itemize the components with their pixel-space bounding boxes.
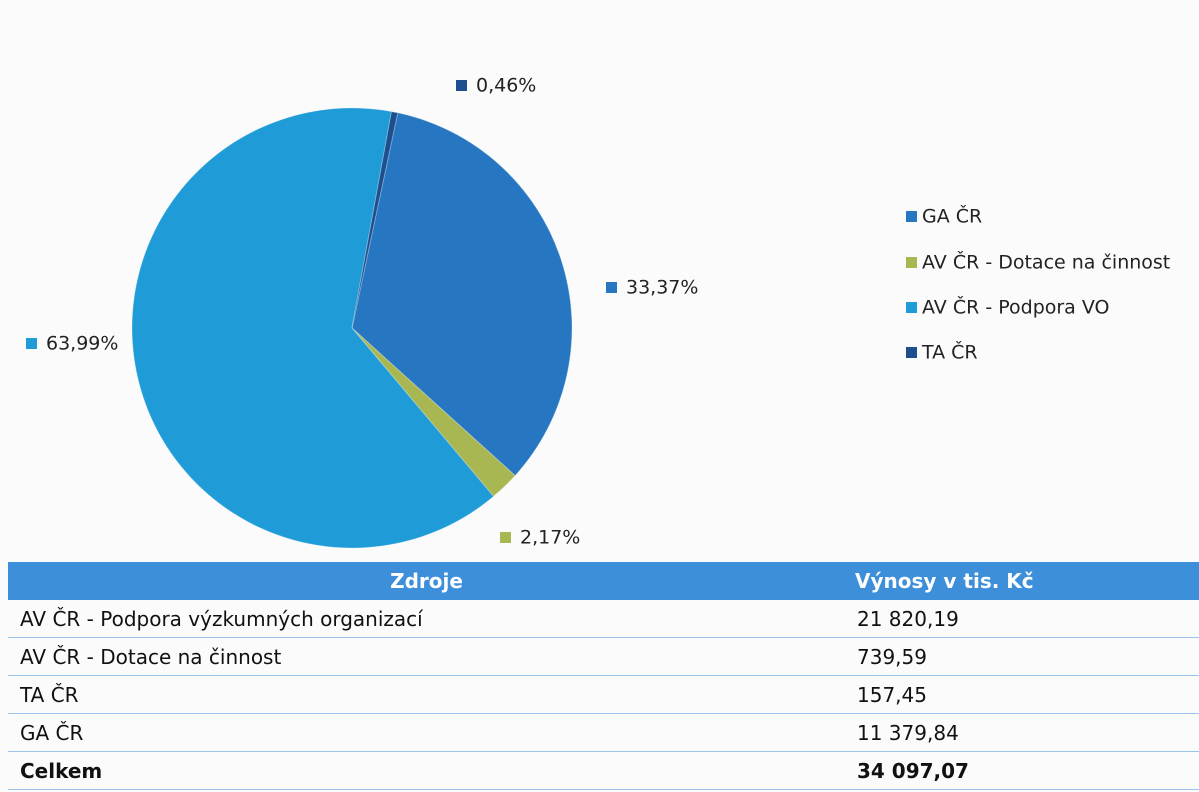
pie-slice (131, 107, 495, 549)
row: AV ČR - Dotace na činnost 739,59 (8, 637, 1199, 676)
pie-slice (351, 110, 399, 329)
cell: AV ČR - Dotace na činnost (8, 637, 845, 676)
row: TA ČR 157,45 (8, 675, 1199, 714)
pie-slice (351, 327, 516, 498)
cell: 157,45 (845, 675, 1199, 714)
total-row: Celkem 34 097,07 (8, 751, 1199, 790)
data-label: 2,17% (520, 527, 580, 549)
legend-swatch (906, 302, 917, 313)
legend-label: AV ČR - Podpora VO (922, 295, 1110, 319)
cell: AV ČR - Podpora výzkumných organizací (8, 600, 845, 638)
legend-label: TA ČR (921, 340, 978, 364)
label-swatch (26, 338, 37, 349)
cell: 739,59 (845, 637, 1199, 676)
label-swatch (456, 80, 467, 91)
row: GA ČR 11 379,84 (8, 713, 1199, 752)
row: AV ČR - Podpora výzkumných organizací 21 … (8, 600, 1199, 638)
data-label: 33,37% (626, 277, 698, 299)
chart: 33,37% GA ČR 2,17% AV ČR - Dotace na činnos… (26, 75, 1170, 549)
label-swatch (500, 532, 511, 543)
header-cell: Výnosy v tis. Kč (845, 562, 1199, 600)
legend-swatch (906, 211, 917, 222)
header-row: Zdroje Výnosy v tis. Kč (8, 562, 1199, 600)
legend-swatch (906, 347, 917, 358)
data-label: 0,46% (476, 75, 536, 97)
cell: GA ČR (8, 713, 845, 752)
cell: Celkem (8, 751, 845, 790)
legend-label: AV ČR - Dotace na činnost (922, 250, 1170, 274)
label-swatch (606, 282, 617, 293)
cell: TA ČR (8, 675, 845, 714)
cell: 11 379,84 (845, 713, 1199, 752)
header-cell: Zdroje (8, 562, 845, 600)
data-label: 63,99% (46, 333, 118, 355)
cell: 21 820,19 (845, 600, 1199, 638)
pie-slice (351, 112, 573, 477)
legend-swatch (906, 257, 917, 268)
cell: 34 097,07 (845, 751, 1199, 790)
legend-label: GA ČR (922, 204, 982, 228)
revenue-table: Zdroje Výnosy v tis. Kč AV ČR - Podpora … (8, 562, 1199, 790)
